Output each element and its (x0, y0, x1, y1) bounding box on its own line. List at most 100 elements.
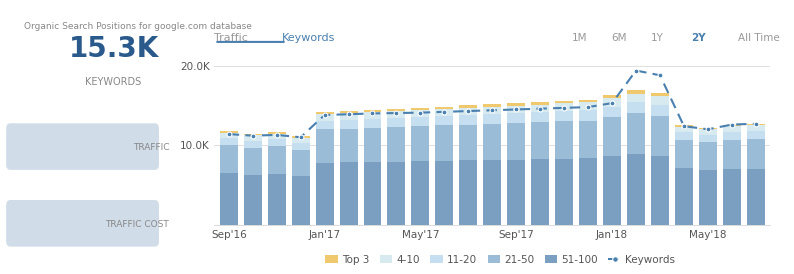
Keywords (224, 132, 233, 136)
Bar (507, 123, 525, 159)
Bar (747, 124, 765, 125)
Bar (435, 125, 453, 161)
Bar (315, 112, 333, 114)
Bar (675, 140, 693, 168)
Text: KEYWORDS: KEYWORDS (86, 77, 141, 87)
Keywords (368, 112, 377, 115)
Bar (268, 174, 286, 225)
Bar (723, 126, 741, 132)
Bar (555, 111, 573, 121)
Bar (291, 176, 310, 225)
Bar (699, 142, 717, 170)
Bar (531, 122, 549, 159)
Bar (555, 159, 573, 225)
Bar (315, 129, 333, 163)
Bar (340, 129, 357, 162)
Bar (651, 105, 669, 116)
Bar (340, 162, 357, 225)
Bar (531, 102, 549, 105)
Bar (268, 132, 286, 134)
Bar (651, 96, 669, 105)
Keywords (727, 123, 737, 126)
Bar (723, 125, 741, 126)
Bar (244, 134, 262, 135)
Bar (460, 105, 477, 108)
Bar (627, 102, 645, 113)
Bar (603, 95, 621, 98)
Bar (484, 104, 501, 107)
Bar (627, 113, 645, 154)
Bar (484, 114, 501, 124)
Bar (244, 141, 262, 148)
Bar (220, 131, 237, 133)
Bar (484, 160, 501, 225)
Keywords (655, 74, 665, 77)
Bar (603, 107, 621, 117)
Bar (435, 116, 453, 125)
Keywords (415, 111, 425, 114)
Bar (340, 120, 357, 129)
Text: 2Y: 2Y (691, 33, 705, 43)
Bar (699, 170, 717, 225)
Keywords (320, 113, 330, 117)
Bar (603, 156, 621, 225)
Bar (675, 168, 693, 225)
Bar (507, 159, 525, 225)
Bar (387, 161, 406, 225)
Text: 6M: 6M (611, 33, 627, 43)
Bar (364, 162, 381, 225)
Bar (268, 134, 286, 139)
Bar (340, 111, 357, 113)
Bar (387, 109, 406, 111)
Bar (364, 112, 381, 119)
Bar (579, 158, 597, 225)
Keywords (488, 109, 497, 112)
FancyBboxPatch shape (6, 200, 159, 247)
Bar (699, 135, 717, 142)
Bar (411, 161, 430, 225)
Keywords (511, 108, 521, 111)
Bar (507, 113, 525, 123)
Bar (484, 107, 501, 114)
Bar (699, 129, 717, 135)
Bar (531, 105, 549, 112)
Bar (315, 163, 333, 225)
Bar (460, 115, 477, 125)
Bar (579, 121, 597, 158)
Bar (579, 99, 597, 102)
Text: 1Y: 1Y (651, 33, 664, 43)
Keywords (272, 133, 281, 136)
Bar (507, 106, 525, 113)
Keywords (535, 107, 545, 110)
Bar (364, 128, 381, 162)
Bar (603, 98, 621, 107)
Bar (484, 124, 501, 160)
Keywords (631, 69, 641, 72)
Bar (340, 113, 357, 120)
Keywords (584, 105, 593, 109)
Bar (555, 101, 573, 103)
Bar (747, 169, 765, 225)
Bar (315, 121, 333, 129)
Bar (555, 103, 573, 111)
Bar (460, 160, 477, 225)
FancyBboxPatch shape (6, 123, 159, 170)
Bar (723, 140, 741, 169)
Bar (387, 118, 406, 127)
Bar (291, 138, 310, 143)
Text: 15.3K: 15.3K (68, 35, 159, 63)
Text: 1M: 1M (572, 33, 588, 43)
Bar (244, 175, 262, 225)
Line: Keywords: Keywords (226, 68, 758, 140)
Bar (460, 108, 477, 115)
Bar (675, 132, 693, 140)
Text: TRAFFIC COST: TRAFFIC COST (106, 220, 169, 229)
Bar (460, 125, 477, 160)
Bar (291, 136, 310, 138)
Bar (291, 150, 310, 176)
Bar (531, 159, 549, 225)
Keywords (391, 112, 401, 115)
Bar (268, 146, 286, 174)
Bar (220, 173, 237, 225)
Bar (435, 161, 453, 225)
